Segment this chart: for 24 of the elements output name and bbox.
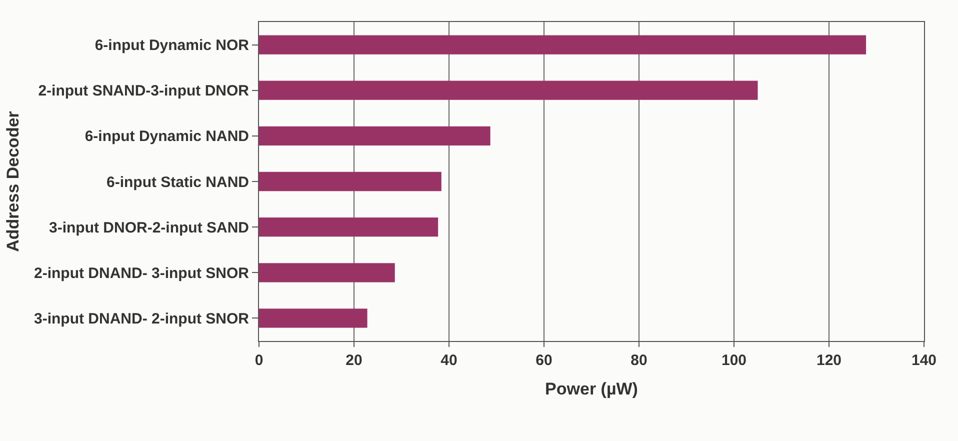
y-tick-label: 3-input DNAND- 2-input SNOR [34,310,250,328]
bar [259,35,866,54]
x-tick-label: 100 [721,352,747,369]
y-tick-label: 2-input SNAND-3-input DNOR [38,82,250,100]
y-tick-label: 2-input DNAND- 3-input SNOR [34,264,250,282]
x-tick-label: 0 [254,352,264,369]
bar [259,80,758,100]
x-tick-label: 120 [816,352,842,369]
bar [259,263,395,282]
bar [259,308,368,328]
y-tick-label: 6-input Dynamic NOR [94,37,250,54]
x-tick-label: 60 [536,352,552,369]
x-axis-title: Power (µW) [545,379,638,398]
y-axis-title: Address Decoder [4,110,23,252]
x-tick-label: 140 [911,352,937,369]
y-tick-label: 3-input DNOR-2-input SAND [49,219,250,236]
y-tick-label: 6-input Static NAND [106,174,250,191]
x-tick-label: 80 [630,352,648,369]
bar [259,172,442,192]
bar [259,126,490,146]
x-tick-label: 40 [440,352,458,369]
x-tick-label: 20 [346,352,362,369]
bar [259,218,438,237]
y-tick-label: 6-input Dynamic NAND [84,128,250,146]
